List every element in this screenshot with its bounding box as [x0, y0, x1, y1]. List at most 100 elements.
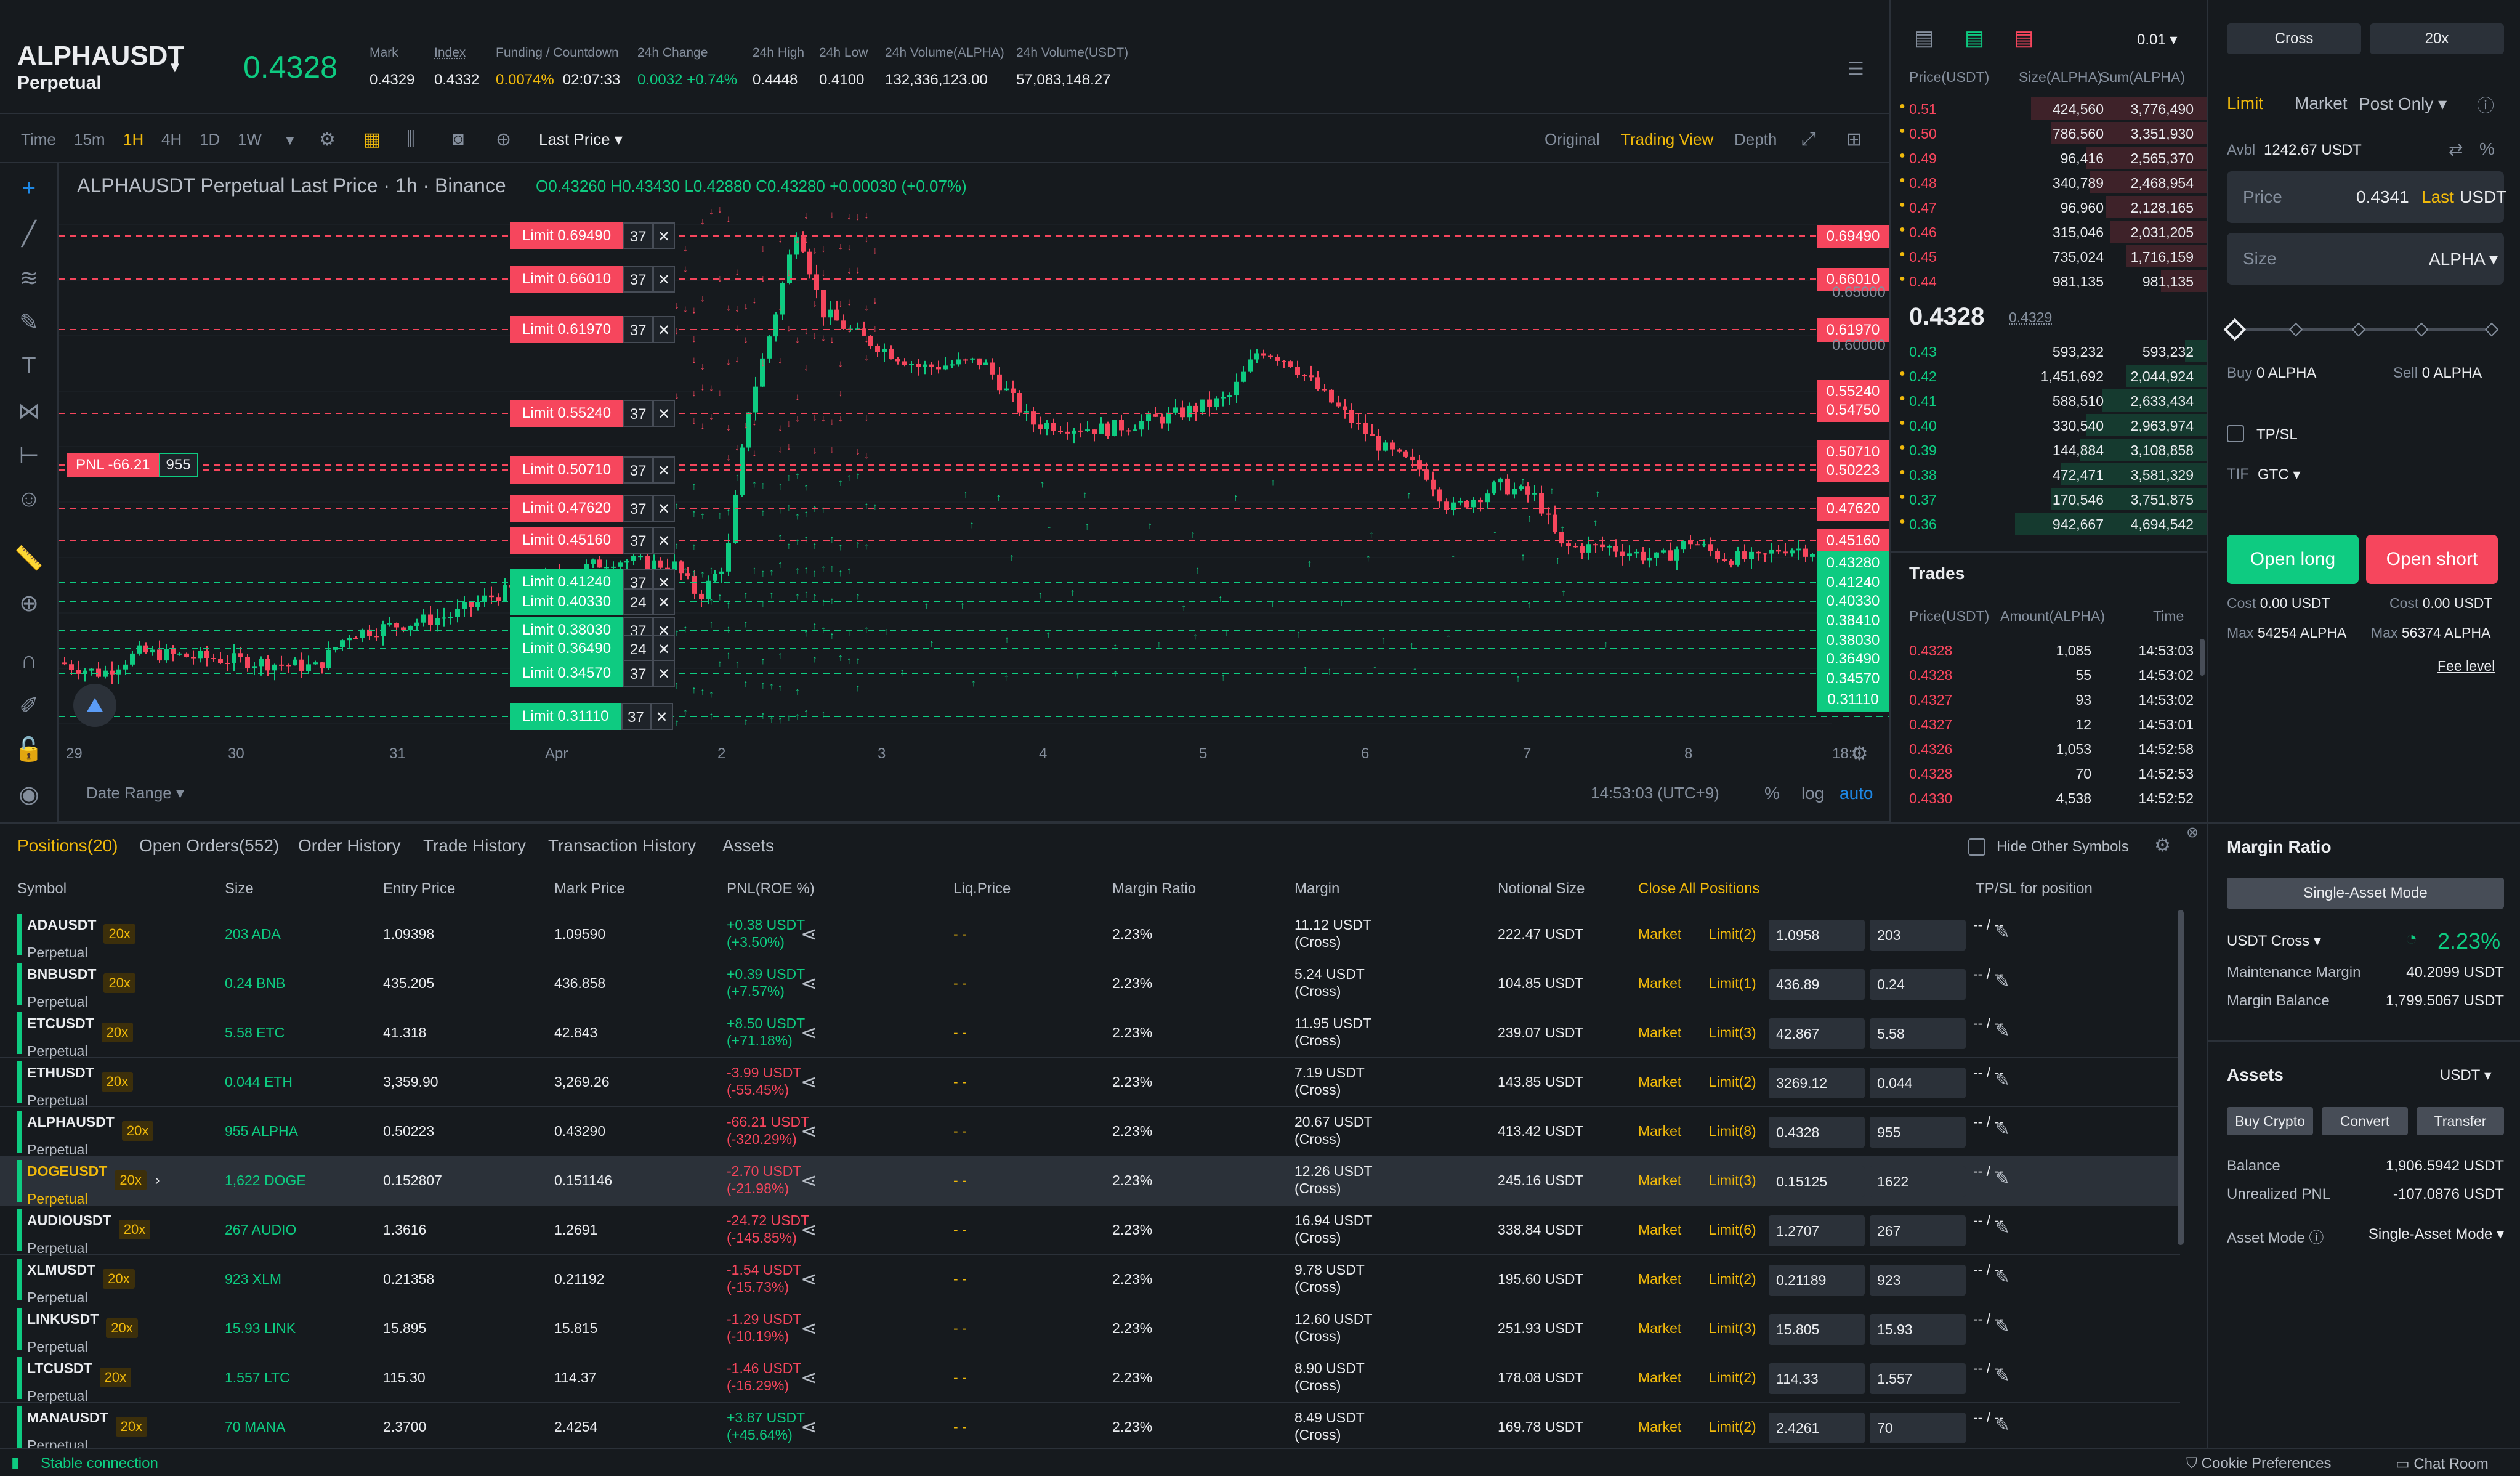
position-row[interactable]: ETCUSDT 20x Perpetual 5.58 ETC 41.318 42.843 +… [0, 1008, 2180, 1059]
position-row[interactable]: AUDIOUSDT 20x Perpetual 267 AUDIO 1.3616 1.26… [0, 1206, 2180, 1256]
share-icon[interactable]: ⋖ [801, 1366, 817, 1389]
close-limit-button[interactable]: Limit(2) [1709, 1271, 1756, 1287]
pnl-label[interactable]: PNL -66.21 955 [67, 453, 198, 477]
sell-order-line[interactable]: Limit 0.61970 37 ✕ [510, 316, 676, 343]
magnet-icon[interactable]: ∩ [20, 647, 38, 673]
tf-15m[interactable]: 15m [74, 130, 105, 148]
buy-order-line[interactable]: Limit 0.36490 24 ✕ [510, 635, 676, 662]
bid-row[interactable]: 0.43 593,232 593,232 [1891, 339, 2208, 363]
share-icon[interactable]: ⋖ [801, 1317, 817, 1339]
close-limit-price-input[interactable]: 0.4328 [1769, 1117, 1865, 1148]
edit-tpsl-icon[interactable]: ✎ [1995, 1366, 2010, 1385]
brush-icon[interactable]: ✎ [19, 310, 39, 336]
close-market-button[interactable]: Market [1638, 975, 1682, 991]
buy-crypto-button[interactable]: Buy Crypto [2227, 1107, 2313, 1135]
positions-scrollbar[interactable] [2178, 910, 2184, 1245]
cancel-order-icon[interactable]: ✕ [653, 266, 676, 293]
close-limit-price-input[interactable]: 2.4261 [1769, 1413, 1865, 1443]
tab-limit[interactable]: Limit [2227, 94, 2264, 113]
position-row[interactable]: BNBUSDT 20x Perpetual 0.24 BNB 435.205 436.85… [0, 959, 2180, 1010]
position-row[interactable]: XLMUSDT 20x Perpetual 923 XLM 0.21358 0.21192… [0, 1255, 2180, 1305]
open-long-button[interactable]: Open long [2227, 535, 2359, 584]
cancel-order-icon[interactable]: ✕ [653, 635, 676, 662]
position-symbol[interactable]: LINKUSDT 20x Perpetual [27, 1310, 138, 1355]
lock-icon[interactable]: 🔓 [14, 737, 44, 763]
close-limit-qty-input[interactable]: 267 [1870, 1215, 1966, 1246]
position-row[interactable]: ALPHAUSDT 20x Perpetual 955 ALPHA 0.50223 0.4… [0, 1107, 2180, 1158]
view-trading-view[interactable]: Trading View [1621, 130, 1714, 148]
cancel-order-icon[interactable]: ✕ [653, 527, 676, 554]
tpsl-checkbox[interactable] [2227, 425, 2244, 442]
close-limit-button[interactable]: Limit(2) [1709, 1419, 1756, 1435]
lock-drawing-icon[interactable]: ✐ [19, 693, 39, 719]
close-limit-button[interactable]: Limit(6) [1709, 1222, 1756, 1238]
camera-icon[interactable]: ◙ [453, 129, 464, 149]
close-limit-qty-input[interactable]: 1.557 [1870, 1363, 1966, 1394]
share-icon[interactable]: ⋖ [801, 1268, 817, 1290]
position-row[interactable]: DOGEUSDT 20x › Perpetual 1,622 DOGE 0.152807 0… [0, 1156, 2180, 1207]
close-limit-qty-input[interactable]: 203 [1870, 920, 1966, 951]
close-limit-button[interactable]: Limit(2) [1709, 926, 1756, 942]
ob-asks-icon[interactable]: ▤ [2014, 26, 2034, 50]
sell-order-line[interactable]: Limit 0.47620 37 ✕ [510, 495, 676, 522]
close-limit-button[interactable]: Limit(2) [1709, 1369, 1756, 1385]
cancel-order-icon[interactable]: ✕ [653, 495, 676, 522]
size-unit-select[interactable]: ALPHA ▾ [2429, 249, 2498, 269]
position-row[interactable]: LTCUSDT 20x Perpetual 1.557 LTC 115.30 114.37… [0, 1353, 2180, 1404]
ask-row[interactable]: ● 0.49 96,416 2,565,370 [1891, 145, 2208, 170]
single-asset-mode-button[interactable]: Single-Asset Mode [2227, 878, 2504, 909]
share-icon[interactable]: ⋖ [801, 1169, 817, 1191]
assets-unit-select[interactable]: USDT ▾ [2440, 1067, 2492, 1084]
edit-tpsl-icon[interactable]: ✎ [1995, 1268, 2010, 1287]
bid-row[interactable]: ● 0.42 1,451,692 2,044,924 [1891, 363, 2208, 388]
ob-both-icon[interactable]: ▤ [1914, 26, 1934, 50]
slider-step-100[interactable] [2484, 322, 2499, 337]
ask-row[interactable]: ● 0.50 786,560 3,351,930 [1891, 121, 2208, 145]
slider-step-50[interactable] [2351, 322, 2366, 337]
close-limit-qty-input[interactable]: 923 [1870, 1265, 1966, 1296]
close-market-button[interactable]: Market [1638, 1172, 1682, 1188]
price-input[interactable]: Price 0.4341 Last USDT [2227, 171, 2506, 223]
pattern-icon[interactable]: ⋈ [17, 399, 41, 424]
tab-market[interactable]: Market [2295, 94, 2348, 113]
sell-order-line[interactable]: Limit 0.55240 37 ✕ [510, 400, 676, 427]
indicator-settings-icon[interactable]: ⚙ [319, 129, 336, 150]
text-icon[interactable]: T [22, 353, 36, 379]
share-icon[interactable]: ⋖ [801, 923, 817, 945]
symbol-name[interactable]: ALPHAUSDT [17, 41, 185, 71]
close-limit-button[interactable]: Limit(2) [1709, 1074, 1756, 1090]
edit-tpsl-icon[interactable]: ✎ [1995, 923, 2010, 942]
trend-line-icon[interactable]: ╱ [22, 221, 36, 247]
buy-order-line[interactable]: Limit 0.34570 37 ✕ [510, 660, 676, 687]
add-icon[interactable]: ⊕ [496, 129, 512, 150]
close-limit-qty-input[interactable]: 70 [1870, 1413, 1966, 1443]
sliders-icon[interactable]: ☰ [1848, 59, 1864, 79]
leverage-button[interactable]: 20x [2370, 23, 2504, 54]
positions-tab-3[interactable]: Trade History [423, 836, 527, 855]
cancel-order-icon[interactable]: ✕ [653, 222, 676, 249]
close-limit-button[interactable]: Limit(8) [1709, 1123, 1756, 1139]
info-icon[interactable]: ⓘ [2477, 96, 2495, 115]
layout-grid-icon[interactable]: ⊞ [1846, 129, 1862, 150]
slider-step-75[interactable] [2414, 322, 2429, 337]
close-limit-price-input[interactable]: 0.15125 [1769, 1166, 1865, 1197]
position-row[interactable]: ETHUSDT 20x Perpetual 0.044 ETH 3,359.90 3,26… [0, 1058, 2180, 1108]
close-market-button[interactable]: Market [1638, 1074, 1682, 1090]
zoom-icon[interactable]: ⊕ [19, 591, 39, 617]
indicators-icon[interactable]: ▦ [363, 129, 381, 150]
open-short-button[interactable]: Open short [2366, 535, 2498, 584]
margin-mode-button[interactable]: Cross [2227, 23, 2361, 54]
edit-tpsl-icon[interactable]: ✎ [1995, 1021, 2010, 1040]
bid-row[interactable]: ● 0.41 588,510 2,633,434 [1891, 388, 2208, 413]
bid-row[interactable]: ● 0.37 170,546 3,751,875 [1891, 487, 2208, 511]
close-limit-button[interactable]: Limit(3) [1709, 1320, 1756, 1336]
positions-tab-5[interactable]: Assets [722, 836, 775, 855]
close-limit-qty-input[interactable]: 0.24 [1870, 969, 1966, 1000]
tf-1w[interactable]: 1W [238, 130, 262, 148]
log-scale-button[interactable]: log [1801, 784, 1825, 803]
buy-order-line[interactable]: Limit 0.40330 24 ✕ [510, 588, 676, 615]
tf-1h[interactable]: 1H [123, 130, 144, 148]
ob-bids-icon[interactable]: ▤ [1965, 26, 1985, 50]
bid-row[interactable]: ● 0.39 144,884 3,108,858 [1891, 437, 2208, 462]
bid-row[interactable]: ● 0.38 472,471 3,581,329 [1891, 462, 2208, 487]
